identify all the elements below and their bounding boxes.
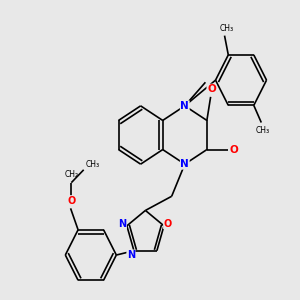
Text: CH₃: CH₃ [219,24,233,33]
Text: CH₂: CH₂ [64,170,78,179]
Text: CH₃: CH₃ [85,160,99,169]
Text: N: N [180,159,189,169]
Text: N: N [118,219,126,229]
Text: N: N [127,250,135,260]
Text: O: O [67,196,76,206]
Text: O: O [230,145,239,154]
Text: N: N [180,101,189,111]
Text: O: O [164,219,172,229]
Text: O: O [207,84,216,94]
Text: CH₃: CH₃ [256,126,270,135]
